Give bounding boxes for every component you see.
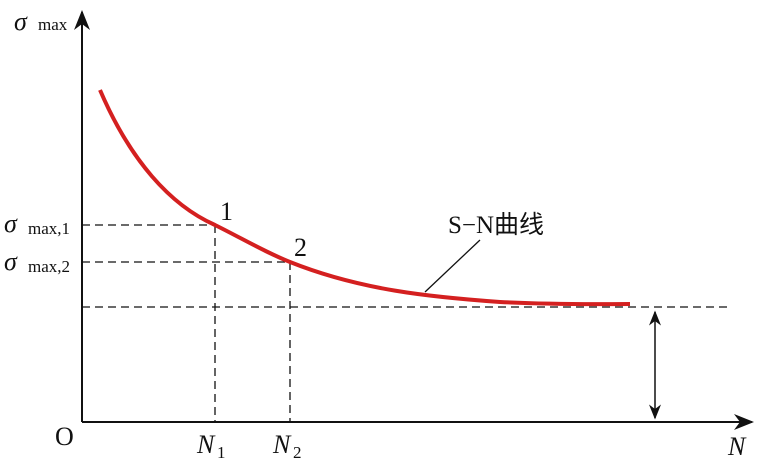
- guides: [82, 224, 730, 422]
- y-axis-subscript: max: [38, 15, 68, 34]
- x-axis-label: N: [727, 432, 747, 461]
- cycle-subscript: 2: [293, 443, 302, 462]
- sn-curve: [98, 89, 631, 307]
- cycle-subscript: 1: [217, 443, 226, 462]
- cycle-symbol: N: [196, 430, 216, 459]
- level-subscript: max,2: [28, 257, 70, 276]
- level-subscript: max,1: [28, 219, 70, 238]
- point-label: 1: [220, 197, 233, 226]
- cycle-symbol: N: [272, 430, 292, 459]
- point-label: 2: [294, 233, 307, 262]
- origin-label: O: [55, 422, 74, 451]
- curve-label: S−N曲线: [448, 211, 544, 239]
- level-symbol: σ: [4, 247, 18, 276]
- leader-line: [424, 239, 481, 293]
- level-symbol: σ: [4, 209, 18, 238]
- y-axis-symbol: σ: [14, 7, 28, 36]
